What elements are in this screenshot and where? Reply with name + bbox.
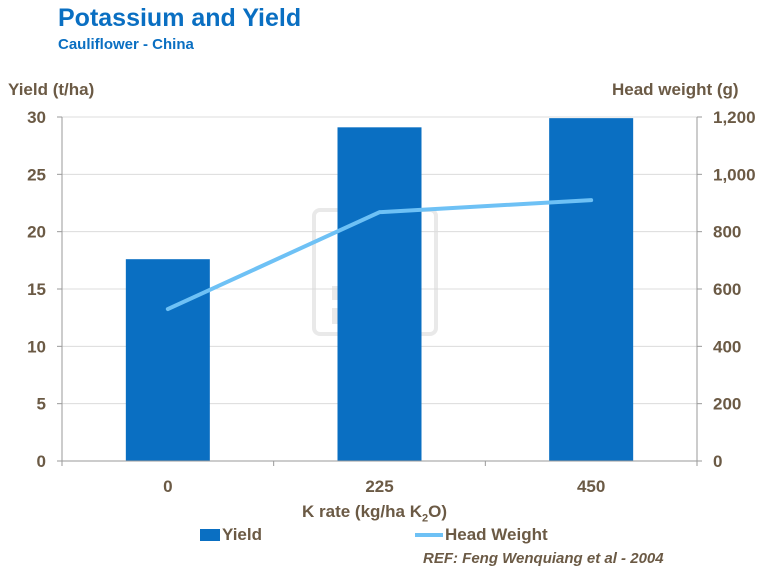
x-tick-labels: 0 225 450: [163, 477, 605, 496]
axes: [57, 116, 702, 466]
y-axis-label: Yield (t/ha): [8, 80, 95, 99]
x-tick-label: 225: [365, 477, 393, 496]
bars: [125, 118, 634, 461]
x-axis-label-sub: 2: [421, 512, 429, 525]
x-tick-label: 450: [577, 477, 605, 496]
point-head-weight-450: [589, 198, 593, 202]
y-tick-label: 25: [27, 165, 46, 184]
bar-yield-450: [549, 118, 634, 461]
y-tick-label: 20: [27, 223, 46, 242]
chart-area: 0 5 10 15 20 25 30 0 200 400 600 800 1,000 1,200 0 22…: [27, 108, 756, 496]
point-head-weight-0: [166, 307, 170, 311]
y2-tick-label: 0: [713, 452, 722, 471]
y2-tick-label: 600: [713, 280, 741, 299]
chart-title: Potassium and Yield: [58, 4, 302, 32]
y2-tick-labels: 0 200 400 600 800 1,000 1,200: [713, 108, 756, 471]
x-axis-label-main: K rate (kg/ha K: [302, 502, 422, 521]
y-tick-label: 10: [27, 337, 46, 356]
x-axis-label-end: O): [428, 502, 447, 521]
legend-yield: Yield: [200, 525, 262, 545]
chart-subtitle: Cauliflower - China: [58, 36, 194, 53]
bar-yield-225: [337, 127, 422, 461]
x-tick-label: 0: [163, 477, 172, 496]
legend-yield-label: Yield: [222, 525, 262, 544]
point-head-weight-225: [378, 210, 381, 214]
legend-head-weight-label: Head Weight: [445, 525, 548, 544]
y-tick-label: 15: [27, 280, 46, 299]
bar-yield-0: [125, 259, 210, 461]
y-tick-label: 0: [37, 452, 46, 471]
legend-head-weight: Head Weight: [415, 525, 548, 545]
y2-tick-label: 800: [713, 223, 741, 242]
line-series: [165, 198, 594, 312]
y-tick-label: 30: [27, 108, 46, 127]
legend-yield-swatch: [200, 529, 220, 541]
y2-tick-label: 1,200: [713, 108, 756, 127]
y-tick-labels: 0 5 10 15 20 25 30: [27, 108, 46, 471]
y-tick-label: 5: [37, 395, 46, 414]
reference-note: REF: Feng Wenquiang et al - 2004: [423, 550, 664, 567]
legend-head-weight-swatch: [415, 533, 443, 537]
y2-axis-label: Head weight (g): [612, 80, 739, 99]
x-axis-label: K rate (kg/ha K2O): [302, 502, 447, 524]
y2-tick-label: 1,000: [713, 165, 756, 184]
y2-tick-label: 400: [713, 337, 741, 356]
y2-tick-label: 200: [713, 395, 741, 414]
